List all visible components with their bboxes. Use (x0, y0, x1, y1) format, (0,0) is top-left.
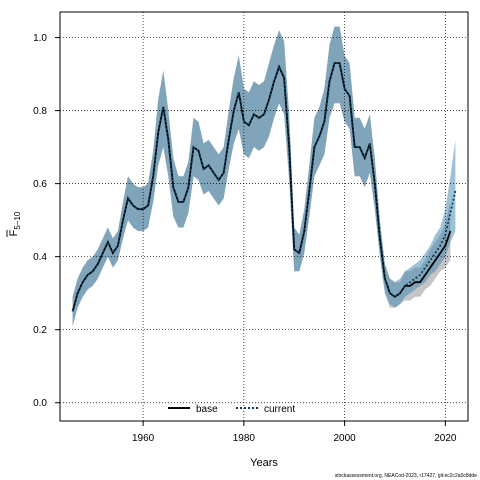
y-tick-label: 1.0 (33, 33, 47, 44)
band-current (72, 26, 456, 327)
x-tick-label: 2020 (434, 433, 457, 444)
band-base (72, 26, 451, 327)
y-tick-label: 0.8 (33, 106, 47, 117)
legend-base-label: base (196, 404, 218, 415)
svg-text:F5−10: F5−10 (8, 211, 22, 236)
x-tick-label: 2000 (333, 433, 356, 444)
y-axis-label-subscript: 5−10 (13, 211, 22, 230)
y-axis: 0.0 0.2 0.4 0.6 0.8 1.0 (33, 33, 60, 409)
series-lines (71, 62, 457, 312)
x-tick-label: 1980 (233, 433, 256, 444)
y-axis-label: F5−10 (6, 211, 22, 237)
y-tick-label: 0.2 (33, 325, 47, 336)
x-tick-label: 1960 (132, 433, 155, 444)
y-tick-label: 0.0 (33, 398, 47, 409)
plot-frame (59, 11, 469, 422)
x-axis: 1960 1980 2000 2020 (132, 421, 457, 444)
legend: base current (168, 404, 295, 415)
y-tick-label: 0.4 (33, 252, 47, 263)
legend-current-label: current (264, 404, 295, 415)
confidence-bands (72, 26, 456, 327)
series-line-current (71, 62, 457, 312)
x-axis-label: Years (250, 457, 278, 469)
grid-lines (60, 12, 468, 421)
footer-note: stockassessment.org, NEACod-2023, r17427… (335, 473, 478, 479)
y-tick-label: 0.6 (33, 179, 47, 190)
y-axis-label-main: F (8, 229, 20, 236)
